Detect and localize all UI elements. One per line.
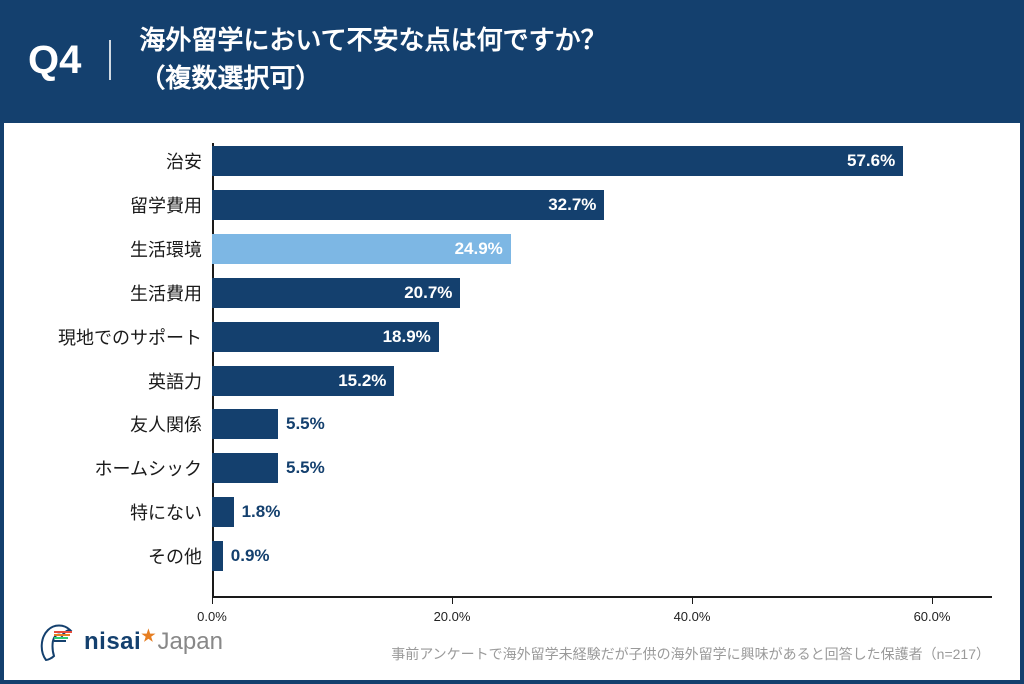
slide-frame: Q4 海外留学において不安な点は何ですか？ （複数選択可） 0.0%20.0%4… — [0, 0, 1024, 684]
bar — [212, 497, 234, 527]
bar-zone: 15.2% — [212, 366, 992, 396]
bar-rows: 治安 57.6% 留学費用 32.7% 生活環境 24.9% 生活費用 20.7% 現地でのサポ… — [32, 143, 992, 574]
bar-value-label: 32.7% — [548, 195, 596, 215]
bar-category-label: その他 — [32, 543, 212, 569]
bar-row: 特にない 1.8% — [32, 494, 992, 530]
bar-zone: 1.8% — [212, 497, 992, 527]
bar-value-label: 5.5% — [286, 458, 325, 478]
bar-category-label: 友人関係 — [32, 411, 212, 437]
bar-row: 生活費用 20.7% — [32, 275, 992, 311]
x-axis-line — [212, 596, 992, 598]
bar-value-label: 15.2% — [338, 371, 386, 391]
axis-tick — [692, 598, 693, 604]
bar-zone: 18.9% — [212, 322, 992, 352]
logo-japan-text: Japan — [158, 628, 223, 656]
axis-tick — [932, 598, 933, 604]
bar: 18.9% — [212, 322, 439, 352]
bar-row: 生活環境 24.9% — [32, 231, 992, 267]
bar-value-label: 0.9% — [231, 546, 270, 566]
footnote-text: 事前アンケートで海外留学未経験だが子供の海外留学に興味があると回答した保護者（n… — [233, 644, 990, 664]
bar: 24.9% — [212, 234, 511, 264]
bar-value-label: 5.5% — [286, 414, 325, 434]
bar-row: 治安 57.6% — [32, 143, 992, 179]
axis-tick — [452, 598, 453, 604]
chart-body: 0.0%20.0%40.0%60.0% 治安57.6%留学費用32.7%生活環境… — [4, 123, 1020, 680]
bar-zone: 32.7% — [212, 190, 992, 220]
bar-category-label: 現地でのサポート — [32, 324, 212, 350]
bar-category-label: ホームシック — [32, 455, 212, 481]
bar — [212, 409, 278, 439]
bar-value-label: 24.9% — [455, 239, 503, 259]
bar-category-label: 治安 — [32, 148, 212, 174]
logo-head-icon — [34, 620, 78, 664]
bar: 32.7% — [212, 190, 604, 220]
bar-zone: 20.7% — [212, 278, 992, 308]
bar-category-label: 生活費用 — [32, 280, 212, 306]
question-title-line2: （複数選択可） — [139, 60, 606, 98]
logo-nisai-text: nisai — [84, 628, 141, 656]
bar-row: 現地でのサポート 18.9% — [32, 319, 992, 355]
question-title-line1: 海外留学において不安な点は何ですか？ — [139, 22, 606, 60]
bar-category-label: 特にない — [32, 499, 212, 525]
bar-value-label: 20.7% — [404, 283, 452, 303]
bar-category-label: 生活環境 — [32, 236, 212, 262]
brand-logo: nisai ★ Japan — [34, 620, 223, 664]
bar-zone: 57.6% — [212, 146, 992, 176]
question-header: Q4 海外留学において不安な点は何ですか？ （複数選択可） — [4, 4, 1020, 123]
bar-row: 留学費用 32.7% — [32, 187, 992, 223]
bar — [212, 453, 278, 483]
axis-tick — [212, 598, 213, 604]
bar-zone: 5.5% — [212, 409, 992, 439]
bar-value-label: 18.9% — [383, 327, 431, 347]
bar-category-label: 留学費用 — [32, 192, 212, 218]
bar: 20.7% — [212, 278, 460, 308]
question-title: 海外留学において不安な点は何ですか？ （複数選択可） — [139, 22, 606, 97]
bar-zone: 0.9% — [212, 541, 992, 571]
question-number: Q4 — [28, 40, 111, 80]
bar-row: その他 0.9% — [32, 538, 992, 574]
bar: 15.2% — [212, 366, 394, 396]
bar-chart: 0.0%20.0%40.0%60.0% 治安57.6%留学費用32.7%生活環境… — [32, 135, 992, 620]
bar-value-label: 57.6% — [847, 151, 895, 171]
logo-star-icon: ★ — [141, 626, 155, 646]
bar — [212, 541, 223, 571]
bar: 57.6% — [212, 146, 903, 176]
logo-text: nisai ★ Japan — [84, 628, 223, 656]
bar-value-label: 1.8% — [242, 502, 281, 522]
bar-row: 友人関係 5.5% — [32, 407, 992, 443]
bar-row: 英語力 15.2% — [32, 363, 992, 399]
slide-footer: nisai ★ Japan 事前アンケートで海外留学未経験だが子供の海外留学に興… — [32, 620, 992, 670]
bar-category-label: 英語力 — [32, 368, 212, 394]
bar-zone: 24.9% — [212, 234, 992, 264]
bar-zone: 5.5% — [212, 453, 992, 483]
bar-row: ホームシック 5.5% — [32, 450, 992, 486]
